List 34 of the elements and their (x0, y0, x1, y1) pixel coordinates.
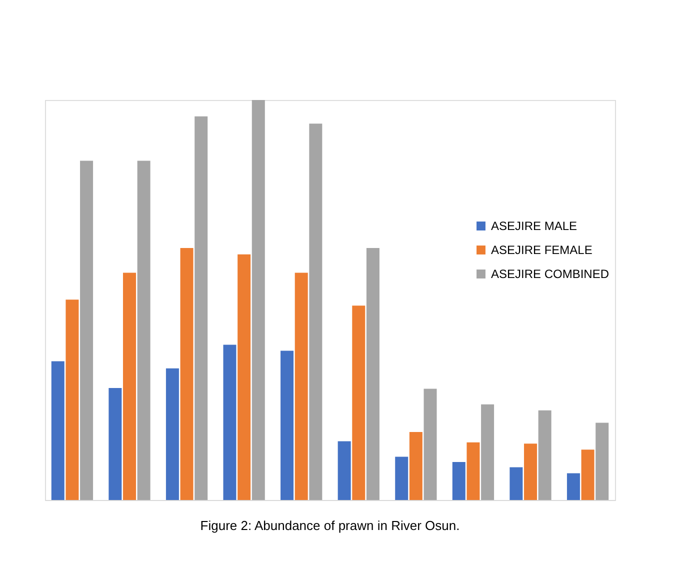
bar (223, 344, 236, 500)
legend-label: ASEJIRE MALE (491, 219, 578, 233)
bar (194, 116, 208, 500)
bar (294, 272, 308, 500)
bar (51, 361, 64, 500)
bar (309, 124, 322, 500)
bar (252, 100, 265, 500)
bar (466, 442, 480, 500)
bar (581, 450, 594, 500)
bar (524, 444, 538, 500)
bar (338, 441, 351, 500)
bar (280, 350, 294, 500)
bar (238, 254, 251, 500)
bar (452, 462, 466, 500)
bar (80, 160, 94, 500)
bar (424, 388, 437, 500)
bar (510, 467, 523, 500)
bar (538, 410, 552, 500)
bar (352, 306, 366, 500)
caption: Figure 2: Abundance of prawn in River Osun. (200, 518, 460, 533)
bar (66, 300, 79, 500)
bar (366, 248, 380, 500)
bar (122, 272, 136, 500)
bar (409, 432, 422, 500)
legend-label: ASEJIRE FEMALE (491, 243, 592, 257)
bar (566, 473, 580, 500)
bar (395, 456, 408, 500)
legend-label: ASEJIRE COMBINED (491, 267, 610, 281)
bar (166, 368, 179, 500)
bar (481, 404, 494, 500)
bar (108, 388, 122, 500)
bar (180, 248, 194, 500)
bar (137, 160, 150, 500)
bar (596, 422, 609, 500)
